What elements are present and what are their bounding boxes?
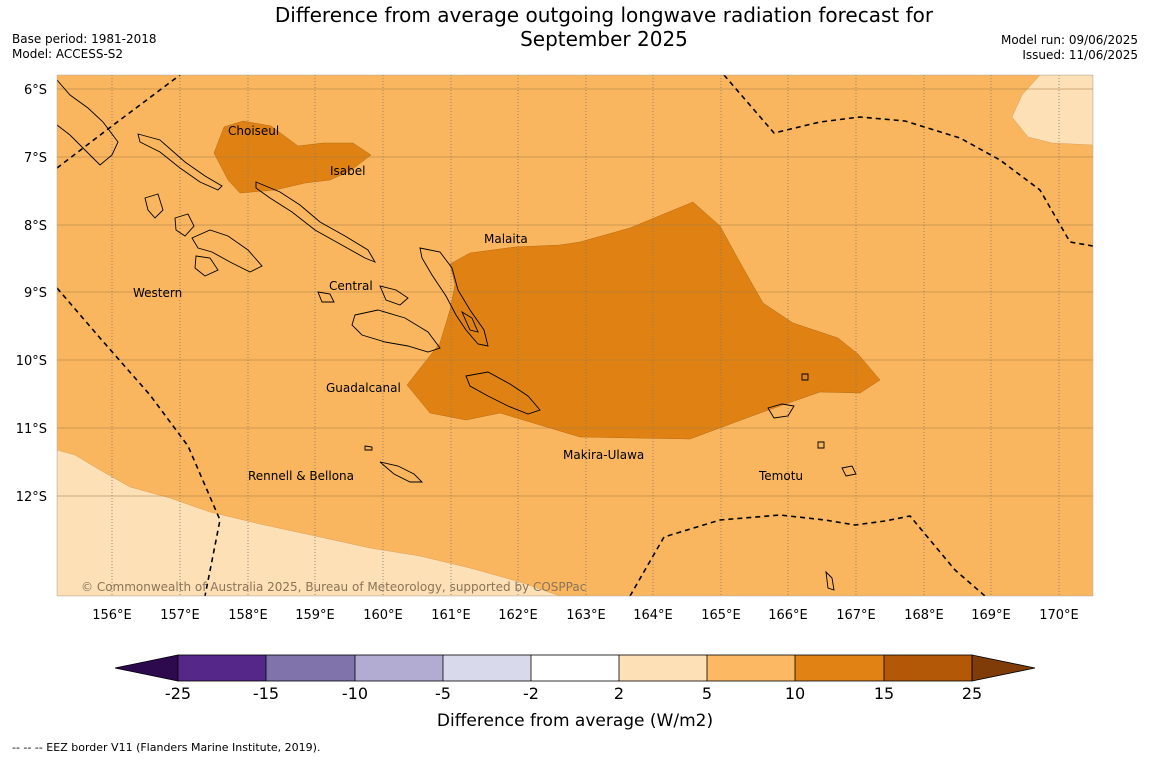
lon-label: 167°E (836, 608, 876, 623)
region-label-temotu: Temotu (758, 469, 803, 483)
lat-label: 10°S (16, 354, 47, 369)
lat-label: 11°S (16, 422, 47, 437)
reef-islands (801, 373, 809, 381)
vanikoro-island (841, 465, 857, 477)
colorbar: -25 -15 -10 -5 -2 2 5 10 15 25 Differenc… (114, 654, 1036, 731)
colorbar-tick: -2 (523, 684, 539, 703)
small-malaita (461, 310, 479, 333)
lon-label: 168°E (904, 608, 944, 623)
bougainville-island (57, 79, 119, 166)
map-lat-lines (57, 88, 1093, 497)
eez-border-lines (57, 75, 1093, 596)
new-georgia (191, 229, 263, 273)
lon-label: 169°E (971, 608, 1011, 623)
lon-label: 160°E (363, 608, 403, 623)
lon-axis-labels: 156°E 157°E 158°E 159°E 160°E 161°E 162°… (92, 608, 1079, 623)
region-label-makira-ulawa: Makira-Ulawa (563, 448, 644, 462)
copyright-text: © Commonwealth of Australia 2025, Bureau… (81, 580, 586, 594)
colorbar-bin (266, 655, 355, 681)
coastlines (57, 79, 857, 591)
lat-label: 6°S (24, 83, 47, 98)
model-text: Model: ACCESS-S2 (12, 47, 123, 61)
lon-label: 156°E (92, 608, 132, 623)
florida-islands (379, 285, 409, 306)
lon-label: 157°E (160, 608, 200, 623)
anomaly-10-15-region-main (406, 201, 881, 440)
lat-label: 7°S (24, 151, 47, 166)
region-label-malaita: Malaita (484, 232, 528, 246)
colorbar-tick: 10 (785, 684, 805, 703)
guadalcanal-island (351, 309, 441, 353)
region-label-choiseul: Choiseul (228, 124, 279, 138)
colorbar-bin (795, 655, 884, 681)
lat-label: 8°S (24, 219, 47, 234)
colorbar-tick: 2 (614, 684, 624, 703)
region-labels: Choiseul Isabel Malaita Western Central … (133, 124, 803, 483)
lat-axis-labels: 6°S 7°S 8°S 9°S 10°S 11°S 12°S (16, 83, 47, 505)
vella-lavella (194, 255, 219, 277)
colorbar-bin (178, 655, 266, 681)
colorbar-bin (531, 655, 619, 681)
anomaly-2-5-region-northeast (1011, 75, 1093, 146)
map-area: Choiseul Isabel Malaita Western Central … (16, 74, 1094, 623)
lon-label: 162°E (498, 608, 538, 623)
colorbar-bin (443, 655, 531, 681)
colorbar-bin (884, 655, 972, 681)
tikopia-island (825, 570, 835, 591)
region-label-central: Central (329, 279, 373, 293)
colorbar-tick: 15 (874, 684, 894, 703)
model-run-text: Model run: 09/06/2025 (1001, 33, 1138, 47)
region-label-rennell-bellona: Rennell & Bellona (248, 469, 354, 483)
western-islands-2 (174, 213, 195, 237)
utupua-island (817, 441, 825, 449)
colorbar-tick: -25 (165, 684, 191, 703)
region-label-western: Western (133, 286, 182, 300)
lon-label: 164°E (633, 608, 673, 623)
lon-label: 165°E (701, 608, 741, 623)
lon-label: 163°E (566, 608, 606, 623)
eez-note: -- -- -- EEZ border V11 (Flanders Marine… (12, 741, 320, 754)
western-islands-1 (144, 193, 164, 219)
issued-text: Issued: 11/06/2025 (1022, 48, 1138, 62)
base-period-text: Base period: 1981-2018 (12, 32, 157, 46)
lon-label: 159°E (295, 608, 335, 623)
colorbar-tick-labels: -25 -15 -10 -5 -2 2 5 10 15 25 (165, 684, 982, 703)
lon-label: 161°E (431, 608, 471, 623)
colorbar-over-arrow (971, 654, 1036, 682)
lon-label: 158°E (228, 608, 268, 623)
santa-cruz-island (767, 403, 795, 419)
chart-title-line2: September 2025 (520, 27, 688, 51)
colorbar-tick: -10 (342, 684, 368, 703)
lon-label: 170°E (1039, 608, 1079, 623)
colorbar-bin (355, 655, 443, 681)
isabel-island (255, 181, 377, 263)
rennell-island (379, 461, 424, 483)
choiseul-island (137, 133, 223, 191)
colorbar-tick: 5 (702, 684, 712, 703)
region-label-guadalcanal: Guadalcanal (326, 381, 401, 395)
russell-islands (317, 291, 335, 303)
map-frame (56, 74, 1094, 597)
colorbar-tick: -15 (253, 684, 279, 703)
colorbar-tick: 25 (962, 684, 982, 703)
colorbar-label: Difference from average (W/m2) (437, 711, 713, 731)
anomaly-2-5-region-south (57, 449, 561, 596)
chart-title-line1: Difference from average outgoing longwav… (275, 3, 934, 27)
malaita-island (419, 247, 489, 347)
region-label-isabel: Isabel (330, 164, 365, 178)
makira-island (465, 371, 541, 415)
colorbar-bin (707, 655, 795, 681)
colorbar-under-arrow (114, 654, 179, 682)
colorbar-tick: -5 (435, 684, 451, 703)
lat-label: 12°S (16, 490, 47, 505)
colorbar-frame (177, 654, 973, 682)
lat-label: 9°S (24, 286, 47, 301)
lon-label: 166°E (768, 608, 808, 623)
bellona-island (364, 445, 373, 451)
colorbar-bin (619, 655, 707, 681)
